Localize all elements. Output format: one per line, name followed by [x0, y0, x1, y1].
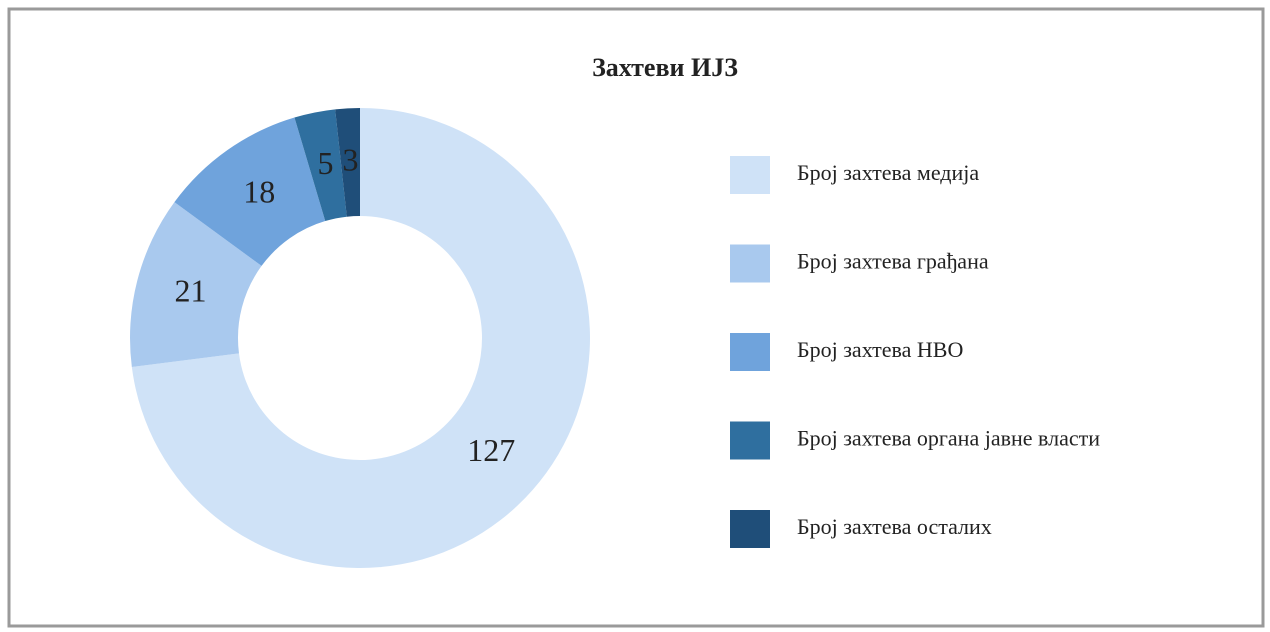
legend-swatch — [730, 421, 770, 460]
legend-label: Број захтева медија — [797, 160, 979, 185]
data-label: 3 — [343, 142, 359, 178]
donut-slice — [131, 108, 590, 568]
data-label: 18 — [243, 173, 275, 209]
data-label: 5 — [317, 145, 333, 181]
legend-label: Број захтева органа јавне власти — [797, 426, 1100, 451]
legend-swatch — [730, 333, 770, 371]
legend-label: Број захтева НВО — [797, 337, 963, 362]
legend-label: Број захтева грађана — [797, 249, 989, 274]
data-label: 21 — [175, 273, 207, 309]
legend-label: Број захтева осталих — [797, 514, 992, 539]
donut-slice — [130, 202, 262, 367]
donut-slice — [174, 117, 326, 266]
donut-slice — [335, 108, 360, 217]
donut-slice — [294, 109, 347, 222]
chart-title: Захтеви ИЈЗ — [592, 53, 738, 82]
legend-swatch — [730, 156, 770, 194]
legend-swatch — [730, 244, 770, 283]
legend-swatch — [730, 510, 770, 548]
data-label: 127 — [467, 432, 515, 468]
